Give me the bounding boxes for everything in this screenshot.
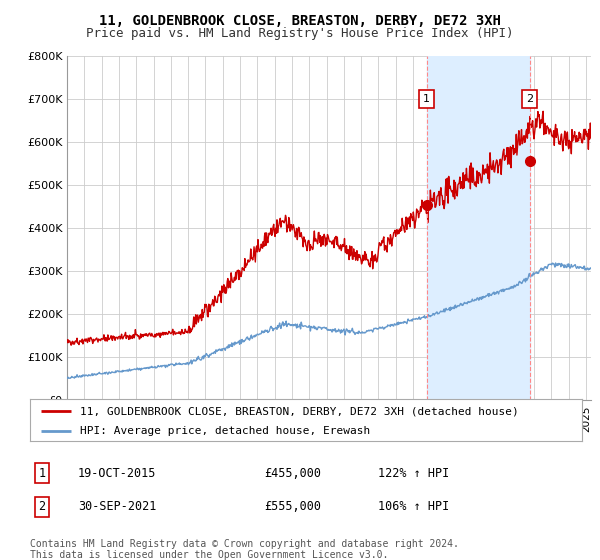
Text: 1: 1 xyxy=(38,466,46,480)
Text: 30-SEP-2021: 30-SEP-2021 xyxy=(78,500,157,514)
Text: Contains HM Land Registry data © Crown copyright and database right 2024.
This d: Contains HM Land Registry data © Crown c… xyxy=(30,539,459,560)
Text: £455,000: £455,000 xyxy=(264,466,321,480)
Text: 11, GOLDENBROOK CLOSE, BREASTON, DERBY, DE72 3XH: 11, GOLDENBROOK CLOSE, BREASTON, DERBY, … xyxy=(99,14,501,28)
Bar xyxy=(427,56,530,400)
Text: 19-OCT-2015: 19-OCT-2015 xyxy=(78,466,157,480)
Text: HPI: Average price, detached house, Erewash: HPI: Average price, detached house, Erew… xyxy=(80,426,370,436)
Text: 2: 2 xyxy=(38,500,46,514)
Text: 1: 1 xyxy=(423,94,430,104)
Text: Price paid vs. HM Land Registry's House Price Index (HPI): Price paid vs. HM Land Registry's House … xyxy=(86,27,514,40)
Text: 122% ↑ HPI: 122% ↑ HPI xyxy=(378,466,449,480)
Text: £555,000: £555,000 xyxy=(264,500,321,514)
Text: 2: 2 xyxy=(526,94,533,104)
Text: 106% ↑ HPI: 106% ↑ HPI xyxy=(378,500,449,514)
Text: 11, GOLDENBROOK CLOSE, BREASTON, DERBY, DE72 3XH (detached house): 11, GOLDENBROOK CLOSE, BREASTON, DERBY, … xyxy=(80,406,518,416)
